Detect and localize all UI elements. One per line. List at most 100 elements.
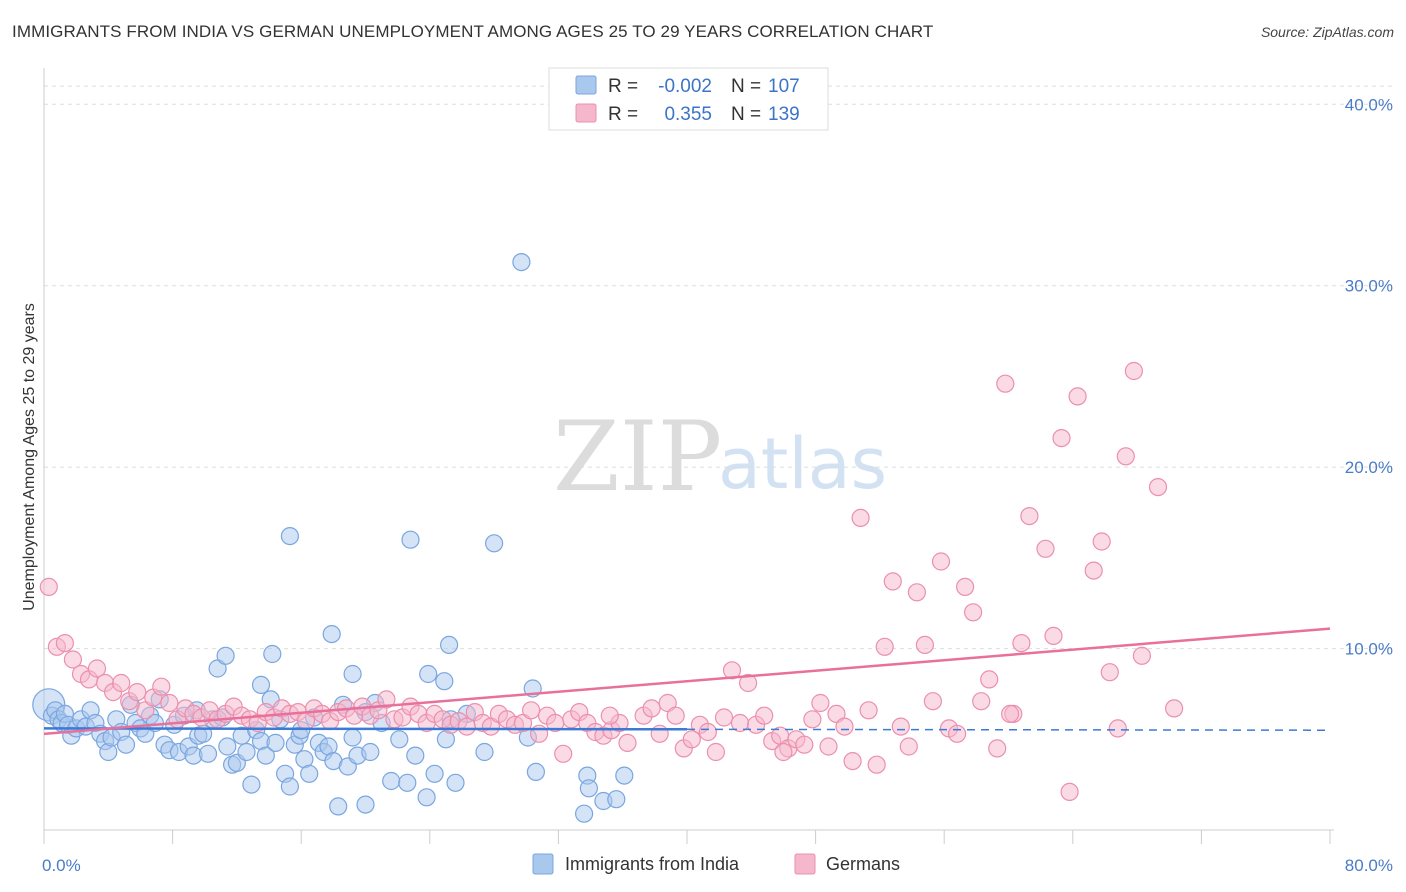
data-point-india — [398, 773, 417, 792]
data-point-germans — [972, 692, 991, 711]
y-tick-label: 10.0% — [1345, 640, 1393, 659]
data-point-germans — [795, 735, 814, 754]
legend-bottom-swatch-germans — [794, 853, 816, 875]
data-point-germans — [923, 692, 943, 711]
legend-n-value-germans: 139 — [768, 104, 800, 125]
data-point-germans — [112, 673, 131, 693]
data-point-germans — [1116, 447, 1135, 466]
data-point-germans — [554, 744, 573, 763]
y-tick-label: 20.0% — [1345, 458, 1393, 477]
data-point-germans — [891, 717, 910, 736]
data-point-india — [280, 777, 299, 796]
data-point-germans — [55, 633, 75, 653]
data-point-india — [485, 534, 504, 553]
data-point-india — [435, 672, 454, 691]
data-point-india — [322, 624, 341, 644]
data-point-germans — [835, 717, 854, 736]
data-point-germans — [513, 713, 533, 733]
data-point-germans — [947, 724, 967, 743]
data-point-germans — [1044, 626, 1063, 646]
data-point-germans — [1084, 561, 1103, 580]
data-point-germans — [377, 690, 396, 709]
data-point-germans — [63, 650, 83, 669]
trend-line-india — [43, 727, 688, 731]
legend-n-value-india: 107 — [768, 76, 800, 97]
data-point-germans — [650, 724, 669, 743]
data-point-germans — [963, 603, 983, 622]
data-point-germans — [851, 508, 870, 528]
x-tick-marks — [43, 830, 1331, 844]
data-point-germans — [706, 742, 726, 762]
series-germans-points — [39, 361, 1184, 802]
data-point-germans — [755, 706, 774, 725]
data-point-germans — [859, 701, 878, 720]
data-point-germans — [666, 706, 685, 725]
data-point-germans — [819, 737, 838, 756]
grid-lines — [44, 85, 1394, 650]
data-point-germans — [1148, 478, 1168, 497]
data-point-germans — [899, 737, 918, 756]
data-point-india — [266, 733, 285, 753]
data-point-germans — [682, 730, 701, 749]
legend-r-value-india: -0.002 — [658, 76, 712, 97]
data-point-germans — [1012, 633, 1031, 653]
data-point-india — [406, 746, 425, 765]
data-point-germans — [811, 693, 830, 713]
y-tick-label: 40.0% — [1345, 95, 1393, 114]
legend-n-label-india: N = — [731, 76, 761, 97]
data-point-germans — [698, 722, 718, 742]
data-point-germans — [642, 699, 661, 718]
data-point-germans — [1052, 429, 1071, 448]
data-point-india — [512, 253, 531, 272]
data-point-india — [419, 664, 438, 684]
legend-bottom-swatch-india — [532, 853, 554, 875]
data-point-germans — [87, 659, 107, 678]
trend-lines — [43, 627, 1331, 736]
data-point-germans — [1124, 361, 1144, 381]
data-point-india — [198, 744, 218, 763]
y-axis-label: Unemployment Among Ages 25 to 29 years — [21, 303, 38, 611]
data-point-germans — [1036, 539, 1055, 558]
data-point-india — [401, 530, 420, 549]
data-point-germans — [618, 733, 637, 753]
watermark-atlas: atlas — [718, 423, 887, 505]
data-point-germans — [1060, 782, 1079, 802]
legend-n-label-germans: N = — [731, 104, 761, 125]
data-point-germans — [1108, 719, 1127, 738]
data-point-india — [300, 764, 319, 783]
data-point-germans — [738, 673, 758, 693]
legend-top: R = -0.002 N = 107 R = 0.355 N = 139 — [548, 67, 829, 131]
data-point-india — [218, 737, 237, 756]
data-point-india — [356, 795, 375, 814]
trend-line-india-dashed — [686, 728, 1331, 731]
data-point-india — [343, 728, 362, 747]
data-point-india — [440, 635, 459, 655]
data-point-india — [615, 766, 634, 785]
data-point-germans — [996, 374, 1015, 393]
data-point-germans — [883, 572, 902, 591]
data-point-germans — [907, 583, 927, 602]
data-point-germans — [915, 635, 935, 655]
data-point-india — [446, 773, 465, 792]
x-tick-labels: 0.0% 80.0% — [42, 856, 1393, 875]
data-point-india — [216, 646, 235, 665]
data-point-india — [574, 804, 594, 823]
x-tick-label: 0.0% — [42, 856, 81, 875]
legend-bottom: Immigrants from India Germans — [532, 853, 900, 875]
legend-r-value-germans: 0.355 — [664, 104, 712, 125]
chart-source: Source: ZipAtlas.com — [1260, 24, 1394, 40]
data-point-germans — [600, 706, 619, 725]
data-point-germans — [521, 701, 541, 720]
data-point-india — [417, 788, 436, 807]
data-point-india — [263, 644, 282, 664]
data-point-germans — [1164, 699, 1184, 718]
data-point-india — [475, 742, 494, 762]
legend-r-label-india: R = — [608, 76, 638, 97]
data-point-germans — [714, 708, 734, 727]
data-point-germans — [774, 742, 793, 762]
data-point-germans — [843, 751, 862, 771]
data-point-germans — [980, 670, 999, 689]
data-point-india — [382, 771, 401, 791]
data-point-india — [526, 762, 546, 782]
